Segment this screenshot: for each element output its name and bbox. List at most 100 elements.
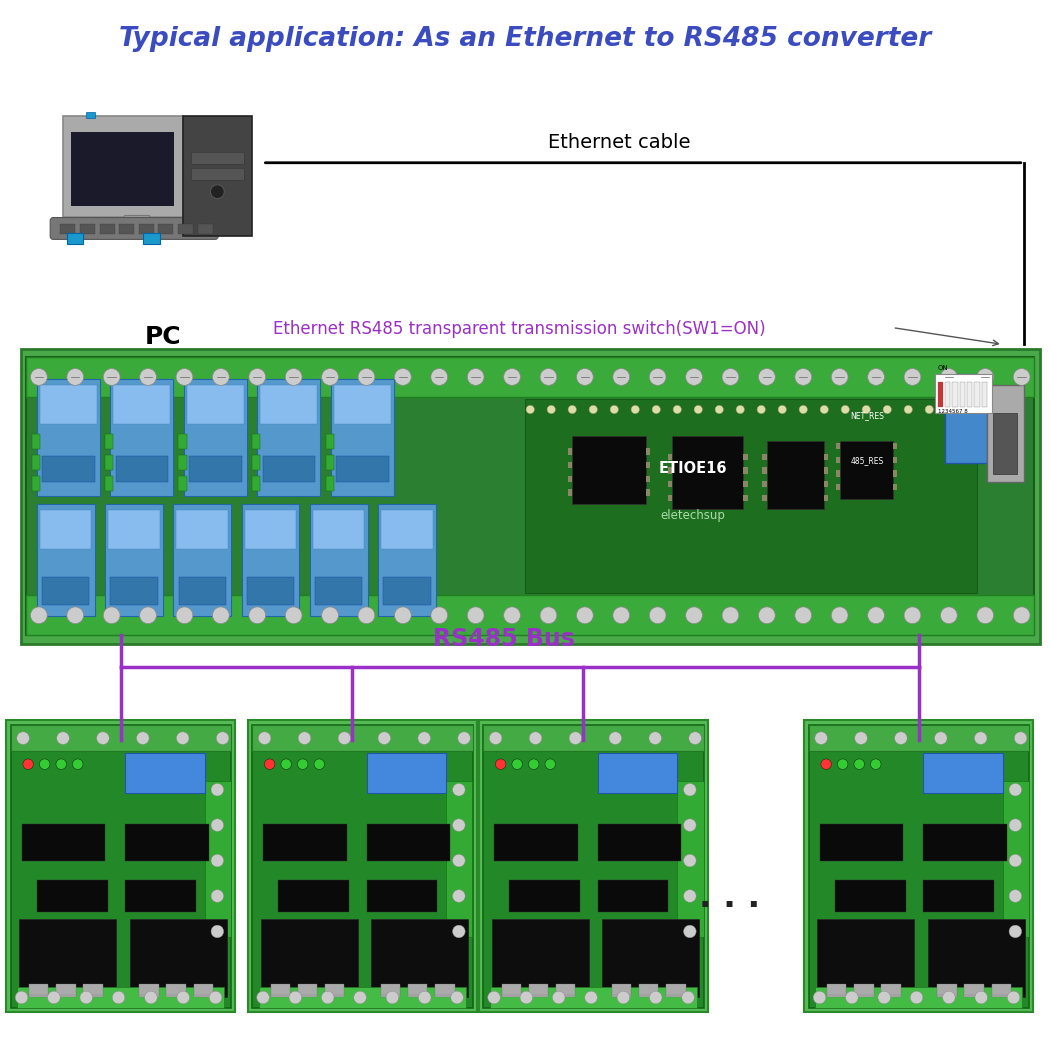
Circle shape	[799, 405, 807, 414]
Bar	[835, 880, 905, 911]
Circle shape	[934, 732, 947, 744]
Bar	[366, 753, 446, 793]
Bar	[21, 823, 105, 861]
Bar	[938, 382, 943, 407]
Bar	[824, 495, 828, 501]
Bar	[945, 382, 950, 407]
Circle shape	[845, 991, 858, 1004]
Bar	[923, 880, 993, 911]
Circle shape	[649, 369, 666, 385]
Bar	[815, 987, 1023, 1008]
Circle shape	[286, 369, 302, 385]
Bar	[100, 224, 114, 234]
Bar	[326, 455, 334, 469]
Bar	[326, 434, 334, 448]
Bar	[743, 467, 748, 474]
Bar	[129, 919, 227, 995]
Bar	[19, 919, 117, 995]
Circle shape	[453, 819, 465, 832]
Bar	[483, 724, 704, 751]
Circle shape	[631, 405, 639, 414]
Circle shape	[395, 369, 412, 385]
Circle shape	[176, 369, 193, 385]
Circle shape	[758, 369, 775, 385]
Circle shape	[576, 369, 593, 385]
Bar	[298, 984, 317, 995]
Bar	[974, 382, 980, 407]
Bar	[167, 984, 186, 995]
Bar	[743, 454, 748, 460]
Text: ON: ON	[938, 364, 948, 371]
Circle shape	[941, 607, 958, 624]
Circle shape	[298, 732, 311, 744]
Bar	[967, 382, 972, 407]
Circle shape	[338, 732, 351, 744]
Bar	[26, 357, 1034, 635]
Bar	[666, 984, 686, 995]
Circle shape	[57, 732, 69, 744]
Bar	[529, 984, 548, 995]
Circle shape	[684, 889, 696, 902]
Circle shape	[974, 732, 987, 744]
Bar	[646, 489, 650, 496]
Bar	[668, 495, 672, 501]
Bar	[892, 484, 897, 490]
Circle shape	[684, 855, 696, 867]
Bar	[479, 720, 708, 1012]
Bar	[808, 724, 1029, 751]
Text: eletechsup: eletechsup	[660, 509, 726, 522]
Bar	[278, 880, 349, 911]
Circle shape	[176, 991, 189, 1004]
Circle shape	[249, 369, 266, 385]
Bar	[827, 985, 846, 996]
Bar	[762, 495, 766, 501]
Bar	[184, 379, 247, 496]
Bar	[817, 919, 915, 995]
Circle shape	[17, 732, 29, 744]
Circle shape	[568, 405, 576, 414]
Bar	[502, 985, 521, 996]
Circle shape	[467, 369, 484, 385]
Bar	[125, 823, 209, 861]
Circle shape	[673, 405, 681, 414]
Circle shape	[176, 607, 193, 624]
Circle shape	[867, 607, 884, 624]
Circle shape	[467, 607, 484, 624]
Circle shape	[686, 607, 702, 624]
Bar	[646, 462, 650, 468]
Bar	[568, 462, 572, 468]
Bar	[808, 724, 1029, 1008]
Circle shape	[211, 889, 224, 902]
Bar	[71, 131, 174, 206]
Circle shape	[736, 405, 744, 414]
Bar	[178, 576, 226, 605]
Circle shape	[211, 819, 224, 832]
Bar	[881, 985, 901, 996]
Circle shape	[211, 855, 224, 867]
Bar	[483, 724, 704, 1008]
Circle shape	[904, 607, 921, 624]
Text: 1234567 8: 1234567 8	[938, 408, 967, 414]
Bar	[892, 470, 897, 477]
Bar	[824, 481, 828, 487]
Circle shape	[136, 732, 149, 744]
Bar	[176, 510, 228, 549]
Circle shape	[520, 991, 532, 1004]
Circle shape	[140, 369, 156, 385]
Bar	[334, 385, 391, 423]
Circle shape	[209, 991, 222, 1004]
Bar	[824, 467, 828, 474]
Bar	[529, 985, 548, 996]
Bar	[140, 985, 159, 996]
Bar	[597, 753, 677, 793]
Circle shape	[430, 607, 447, 624]
Circle shape	[395, 607, 412, 624]
Circle shape	[1009, 889, 1022, 902]
Circle shape	[504, 369, 521, 385]
Bar	[408, 984, 427, 995]
Circle shape	[684, 819, 696, 832]
Bar	[178, 455, 187, 469]
Bar	[952, 382, 958, 407]
Bar	[167, 985, 186, 996]
Circle shape	[540, 369, 557, 385]
